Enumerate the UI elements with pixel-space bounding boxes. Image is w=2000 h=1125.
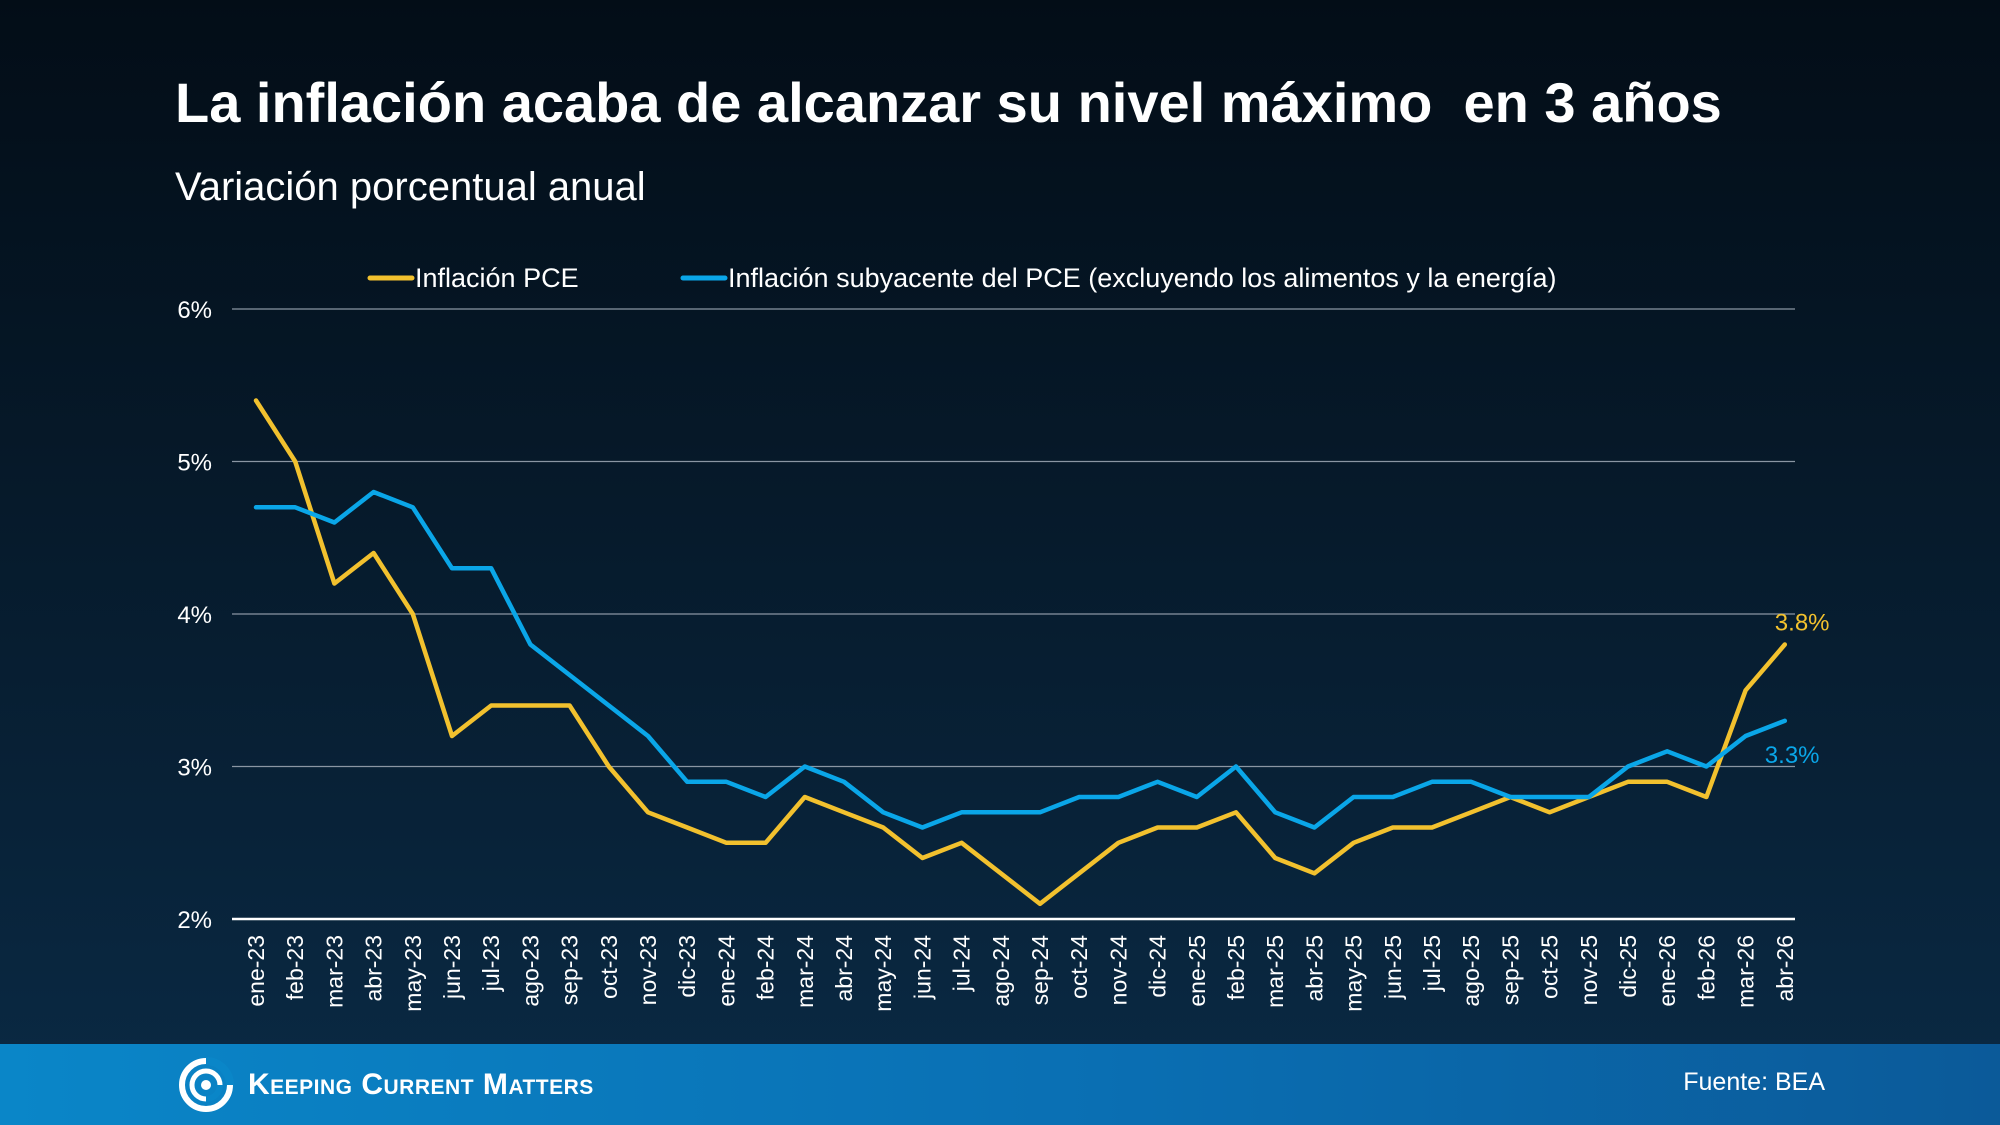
x-tick-label: may-25	[1341, 935, 1367, 1012]
brand-logo[interactable]: Keeping Current Matters	[178, 1057, 594, 1113]
x-tick-label: jul-23	[478, 935, 504, 992]
kcm-swirl-icon	[179, 1057, 234, 1112]
x-tick-label: nov-25	[1576, 935, 1602, 1005]
x-tick-label: jul-25	[1419, 935, 1445, 992]
x-tick-label: mar-26	[1733, 935, 1759, 1008]
y-tick-label: 4%	[177, 602, 212, 629]
x-tick-label: dic-25	[1615, 935, 1641, 998]
x-tick-label: nov-24	[1105, 935, 1131, 1006]
x-tick-label: mar-24	[792, 935, 818, 1008]
x-tick-label: abr-23	[361, 935, 387, 1001]
x-tick-label: nov-23	[635, 935, 661, 1005]
x-tick-label: jun-24	[909, 935, 935, 1000]
x-tick-label: ene-23	[243, 935, 269, 1007]
x-tick-label: mar-25	[1262, 935, 1288, 1008]
series-line-pce	[253, 398, 1788, 907]
y-tick-label: 5%	[177, 450, 212, 477]
brand-name: Keeping Current Matters	[248, 1068, 594, 1101]
x-tick-label: sep-24	[1027, 935, 1053, 1006]
y-tick-label: 2%	[177, 907, 212, 934]
end-label-pce: 3.8%	[1775, 610, 1830, 637]
chart-subtitle: Variación porcentual anual	[175, 165, 646, 209]
x-tick-label: abr-24	[831, 935, 857, 1002]
x-tick-label: ene-26	[1654, 935, 1680, 1007]
x-tick-label: ago-25	[1458, 935, 1484, 1007]
x-tick-label: oct-24	[1066, 935, 1092, 999]
x-tick-label: may-23	[400, 935, 426, 1012]
legend-label: Inflación PCE	[415, 263, 579, 293]
x-tick-label: ago-23	[517, 935, 543, 1007]
x-tick-label: dic-23	[674, 935, 700, 998]
x-tick-label: oct-23	[596, 935, 622, 999]
x-tick-label: feb-25	[1223, 935, 1249, 1000]
x-tick-label: oct-25	[1537, 935, 1563, 999]
footer-bar: Keeping Current Matters Fuente: BEA	[0, 1044, 2000, 1125]
line-chart: 2% 3% 4% 5% 6% ene-23 feb-23 mar-23 abr-23 may-23…	[177, 263, 1830, 1012]
legend-label: Inflación subyacente del PCE (excluyendo…	[728, 263, 1556, 293]
end-label-core-pce: 3.3%	[1765, 742, 1820, 769]
series-line-core-pce	[253, 489, 1788, 830]
x-tick-label: ene-25	[1184, 935, 1210, 1007]
x-tick-label: ene-24	[713, 935, 739, 1007]
source-note: Fuente: BEA	[1683, 1068, 1825, 1096]
x-tick-label: abr-25	[1301, 935, 1327, 1001]
x-tick-label: may-24	[870, 935, 896, 1012]
x-tick-label: sep-23	[557, 935, 583, 1005]
x-tick-label: jun-25	[1380, 935, 1406, 1000]
x-tick-label: feb-24	[753, 935, 779, 1000]
x-tick-label: feb-26	[1693, 935, 1719, 1000]
x-tick-label: abr-26	[1772, 935, 1798, 1001]
x-tick-label: dic-24	[1145, 935, 1171, 998]
x-tick-label: ago-24	[988, 935, 1014, 1007]
x-tick-label: mar-23	[321, 935, 347, 1008]
x-tick-label: jul-24	[949, 935, 975, 992]
x-tick-label: feb-23	[282, 935, 308, 1000]
y-tick-label: 3%	[177, 755, 212, 782]
chart-title: La inflación acaba de alcanzar su nivel …	[175, 71, 1722, 134]
x-tick-label: sep-25	[1497, 935, 1523, 1005]
x-tick-label: jun-23	[439, 935, 465, 1000]
y-tick-label: 6%	[177, 297, 212, 324]
